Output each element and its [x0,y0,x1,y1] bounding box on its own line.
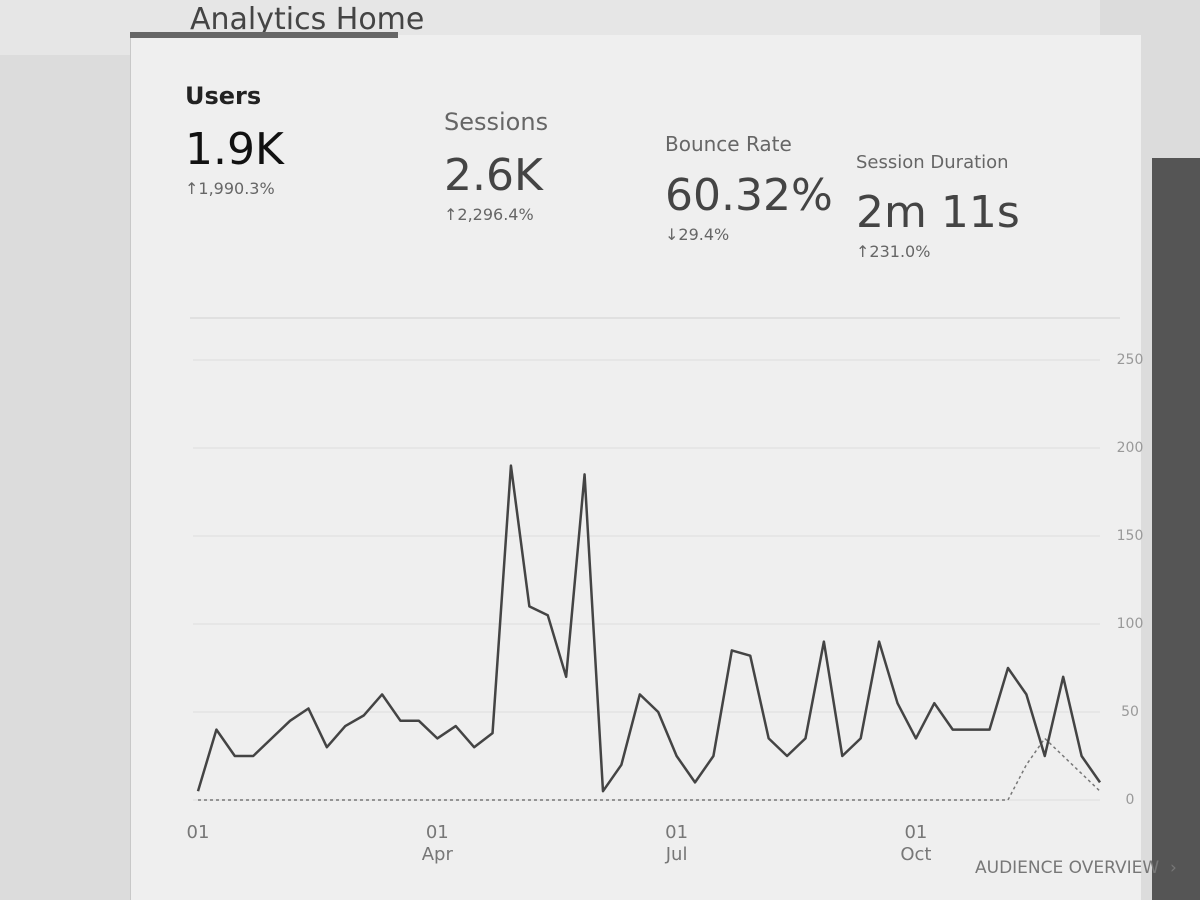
metric[interactable]: Session Duration 2m 11s ↑231.0% [856,152,1020,261]
x-tick-label: 01 Oct [900,822,932,865]
metric-value: 2m 11s [856,187,1020,238]
page-title: Analytics Home [190,2,425,37]
y-tick-label: 200 [1117,440,1144,456]
line-series [198,737,1101,801]
y-tick-label: 0 [1126,792,1135,808]
y-tick-label: 100 [1117,616,1144,632]
metric-label: Session Duration [856,152,1009,173]
metric[interactable]: Sessions 2.6K ↑2,296.4% [444,108,548,224]
metric-change: ↑2,296.4% [444,205,534,224]
metric-value: 1.9K [185,124,284,175]
card [130,35,1141,900]
metric-change: ↑231.0% [856,242,931,261]
x-tick-label: 01 Apr [421,822,453,865]
metric-value: 60.32% [665,170,833,221]
metric-label: Sessions [444,108,549,136]
side-panel [1152,158,1200,900]
metric[interactable]: Users 1.9K ↑1,990.3% [185,82,284,198]
y-tick-label: 250 [1117,352,1144,368]
line-series [196,464,1102,793]
x-tick-label: 01 [186,822,210,843]
metric-value: 2.6K [444,150,543,201]
metric-change: ↑1,990.3% [185,179,275,198]
tab-indicator [130,32,398,38]
x-tick-label: 01 Jul [665,822,689,865]
y-tick-label: 50 [1121,704,1139,720]
metric-label: Bounce Rate [665,132,792,156]
audience-overview-link[interactable]: AUDIENCE OVERVIEW › [975,858,1177,878]
link-text[interactable]: AUDIENCE OVERVIEW [975,858,1160,878]
metric-change: ↓29.4% [665,225,730,244]
metric-label: Users [185,82,262,110]
metric[interactable]: Bounce Rate 60.32% ↓29.4% [665,132,833,244]
y-tick-label: 150 [1117,528,1144,544]
